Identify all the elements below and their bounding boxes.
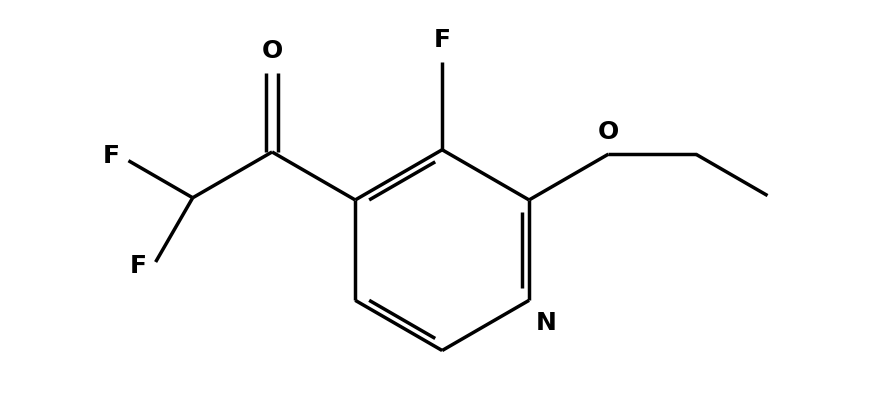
- Text: O: O: [598, 120, 619, 144]
- Text: F: F: [434, 28, 451, 52]
- Text: N: N: [536, 311, 557, 335]
- Text: F: F: [130, 254, 147, 278]
- Text: F: F: [103, 144, 120, 169]
- Text: O: O: [262, 39, 283, 63]
